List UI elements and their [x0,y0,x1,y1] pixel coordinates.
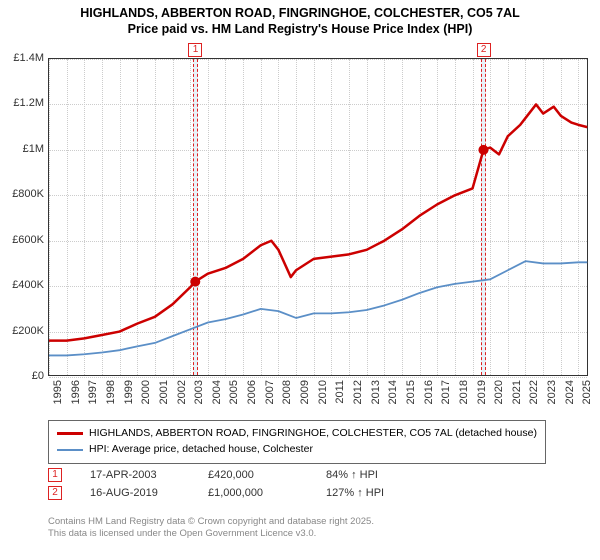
y-axis-label: £0 [2,370,44,382]
event-row-price: £420,000 [208,469,298,481]
y-axis-label: £1.4M [2,52,44,64]
x-axis-label: 1998 [105,380,117,404]
events-table: 1 17-APR-2003 £420,000 84% ↑ HPI 2 16-AUG-201… [48,466,416,502]
event-row-date: 17-APR-2003 [90,469,180,481]
legend-label-hpi: HPI: Average price, detached house, Colc… [89,442,313,458]
event-tag: 1 [188,43,202,57]
title-line-2: Price paid vs. HM Land Registry's House … [0,22,600,38]
x-axis-label: 2008 [281,380,293,404]
x-axis-label: 2014 [387,380,399,404]
y-axis-label: £600K [2,234,44,246]
legend-swatch-hpi [57,449,83,451]
footer-line-1: Contains HM Land Registry data © Crown c… [48,516,374,528]
x-axis-label: 1995 [52,380,64,404]
x-axis-label: 2005 [228,380,240,404]
x-axis-label: 2017 [440,380,452,404]
y-axis-label: £400K [2,279,44,291]
x-axis-label: 2003 [193,380,205,404]
x-axis-label: 2000 [140,380,152,404]
x-axis-label: 2004 [211,380,223,404]
event-row-delta: 127% ↑ HPI [326,487,416,499]
x-axis-label: 2024 [564,380,576,404]
footer-attribution: Contains HM Land Registry data © Crown c… [48,516,374,541]
event-row-tag: 1 [48,468,62,482]
series-line-hpi [49,261,587,355]
x-axis-label: 1999 [123,380,135,404]
event-tag: 2 [477,43,491,57]
event-row-price: £1,000,000 [208,487,298,499]
y-axis-label: £800K [2,188,44,200]
x-axis-label: 1996 [70,380,82,404]
chart-svg [49,59,589,377]
event-row-tag: 2 [48,486,62,500]
legend: HIGHLANDS, ABBERTON ROAD, FINGRINGHOE, C… [48,420,546,464]
series-line-address [49,104,587,340]
x-axis-label: 2010 [317,380,329,404]
event-row: 1 17-APR-2003 £420,000 84% ↑ HPI [48,466,416,484]
x-axis-label: 2016 [423,380,435,404]
x-axis-label: 2018 [458,380,470,404]
x-axis-label: 2001 [158,380,170,404]
event-row-delta: 84% ↑ HPI [326,469,416,481]
x-axis-label: 2006 [246,380,258,404]
x-axis-label: 2022 [528,380,540,404]
event-marker [190,277,200,287]
footer-line-2: This data is licensed under the Open Gov… [48,528,374,540]
x-axis-label: 2013 [370,380,382,404]
event-row-date: 16-AUG-2019 [90,487,180,499]
title-line-1: HIGHLANDS, ABBERTON ROAD, FINGRINGHOE, C… [0,6,600,22]
chart-container: HIGHLANDS, ABBERTON ROAD, FINGRINGHOE, C… [0,0,600,560]
x-axis-label: 2025 [581,380,593,404]
chart-title: HIGHLANDS, ABBERTON ROAD, FINGRINGHOE, C… [0,0,600,37]
x-axis-label: 2007 [264,380,276,404]
x-axis-label: 2023 [546,380,558,404]
legend-row-hpi: HPI: Average price, detached house, Colc… [57,442,537,458]
event-marker [478,145,488,155]
gridline-horizontal [49,377,587,378]
y-axis-label: £200K [2,325,44,337]
y-axis-label: £1M [2,143,44,155]
y-axis-label: £1.2M [2,97,44,109]
x-axis-label: 2012 [352,380,364,404]
x-axis-label: 2002 [176,380,188,404]
x-axis-label: 2020 [493,380,505,404]
x-axis-label: 2009 [299,380,311,404]
legend-label-address: HIGHLANDS, ABBERTON ROAD, FINGRINGHOE, C… [89,426,537,442]
event-row: 2 16-AUG-2019 £1,000,000 127% ↑ HPI [48,484,416,502]
x-axis-label: 2011 [334,380,346,404]
x-axis-label: 2015 [405,380,417,404]
x-axis-label: 2019 [476,380,488,404]
legend-row-address: HIGHLANDS, ABBERTON ROAD, FINGRINGHOE, C… [57,426,537,442]
x-axis-label: 1997 [87,380,99,404]
legend-swatch-address [57,432,83,435]
plot-area: 12 [48,58,588,376]
x-axis-label: 2021 [511,380,523,404]
